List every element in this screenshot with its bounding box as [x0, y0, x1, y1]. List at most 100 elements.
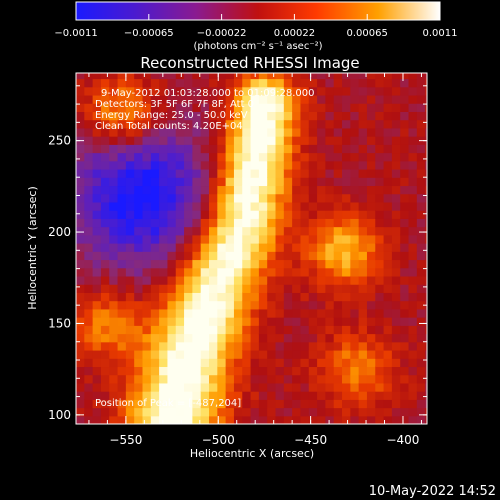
heatmap-cell [258, 160, 268, 170]
heatmap-cell [92, 193, 102, 203]
heatmap-cell [416, 399, 426, 409]
heatmap-cell [217, 341, 227, 351]
heatmap-cell [125, 325, 135, 335]
heatmap-cell [192, 136, 202, 145]
heatmap-cell [184, 284, 193, 293]
heatmap-cell [117, 86, 127, 96]
heatmap-cell [375, 399, 385, 409]
heatmap-cell [233, 78, 243, 88]
heatmap-cell [200, 415, 210, 424]
heatmap-cell [109, 94, 119, 104]
heatmap-cell [342, 168, 351, 178]
heatmap-cell [167, 127, 177, 137]
heatmap-cell [383, 349, 393, 359]
heatmap-cell [333, 185, 343, 195]
heatmap-cell [358, 168, 368, 178]
heatmap-cell [92, 275, 102, 285]
heatmap-cell [233, 160, 243, 170]
heatmap-cell [383, 259, 393, 269]
heatmap-cell [242, 111, 252, 121]
heatmap-cell [325, 103, 335, 112]
heatmap-cell [125, 111, 135, 121]
heatmap-cell [192, 160, 202, 170]
heatmap-cell [275, 407, 285, 417]
heatmap-cell [400, 144, 410, 154]
heatmap-cell [358, 391, 368, 400]
heatmap-cell [117, 415, 127, 424]
heatmap-cell [125, 210, 135, 219]
heatmap-cell [134, 243, 144, 252]
heatmap-cell [283, 275, 293, 285]
heatmap-cell [408, 267, 418, 277]
heatmap-cell [416, 185, 426, 195]
heatmap-cell [200, 201, 210, 211]
heatmap-cell [333, 333, 343, 343]
heatmap-cell [76, 144, 85, 154]
y-axis-label: Heliocentric Y (arcsec) [26, 186, 39, 310]
heatmap-cell [342, 73, 351, 80]
heatmap-cell [308, 284, 318, 293]
heatmap-cell [400, 103, 410, 112]
heatmap-cell [258, 218, 268, 228]
heatmap-cell [84, 275, 94, 285]
heatmap-cell [391, 168, 401, 178]
heatmap-cell [159, 300, 169, 310]
heatmap-cell [308, 193, 318, 203]
heatmap-cell [375, 358, 385, 368]
heatmap-cell [400, 226, 410, 236]
heatmap-cell [92, 366, 102, 376]
heatmap-cell [408, 218, 418, 228]
heatmap-cell [142, 103, 152, 112]
heatmap-cell [350, 251, 360, 261]
heatmap-cell [117, 185, 127, 195]
heatmap-cell [300, 168, 310, 178]
heatmap-cell [159, 325, 169, 335]
heatmap-cell [233, 284, 243, 293]
heatmap-cell [375, 127, 385, 137]
heatmap-cell [217, 103, 227, 112]
heatmap-cell [150, 415, 160, 424]
heatmap-cell [292, 86, 302, 96]
heatmap-cell [175, 275, 185, 285]
heatmap-cell [250, 127, 260, 137]
heatmap-cell [275, 399, 285, 409]
heatmap-cell [333, 275, 343, 285]
heatmap-cell [258, 284, 268, 293]
heatmap-cell [300, 185, 310, 195]
heatmap-cell [300, 391, 310, 400]
heatmap-cell [400, 275, 410, 285]
heatmap-cell [258, 136, 268, 145]
heatmap-cell [408, 407, 418, 417]
heatmap-cell [383, 234, 393, 244]
heatmap-cell [292, 226, 302, 236]
heatmap-cell [167, 111, 177, 121]
heatmap-cell [317, 119, 326, 129]
heatmap-cell [76, 86, 85, 96]
heatmap-cell [175, 152, 185, 162]
heatmap-cell [200, 78, 210, 88]
heatmap-cell [408, 251, 418, 261]
heatmap-cell [292, 218, 302, 228]
heatmap-cell [167, 391, 177, 400]
heatmap-cell [400, 94, 410, 104]
heatmap-cell [325, 218, 335, 228]
heatmap-cell [92, 78, 102, 88]
heatmap-cell [84, 382, 94, 392]
heatmap-cell [267, 349, 277, 359]
heatmap-cell [416, 300, 426, 310]
heatmap-cell [317, 168, 326, 178]
heatmap-cell [283, 103, 293, 112]
heatmap-cell [159, 251, 169, 261]
heatmap-cell [425, 308, 427, 318]
heatmap-cell [300, 226, 310, 236]
heatmap-cell [250, 382, 260, 392]
heatmap-cell [267, 193, 277, 203]
heatmap-cell [425, 349, 427, 359]
heatmap-cell [383, 160, 393, 170]
heatmap-cell [92, 415, 102, 424]
heatmap-cell [209, 86, 218, 96]
heatmap-cell [217, 78, 227, 88]
heatmap-cell [159, 374, 169, 384]
heatmap-cell [292, 78, 302, 88]
heatmap-cell [258, 144, 268, 154]
